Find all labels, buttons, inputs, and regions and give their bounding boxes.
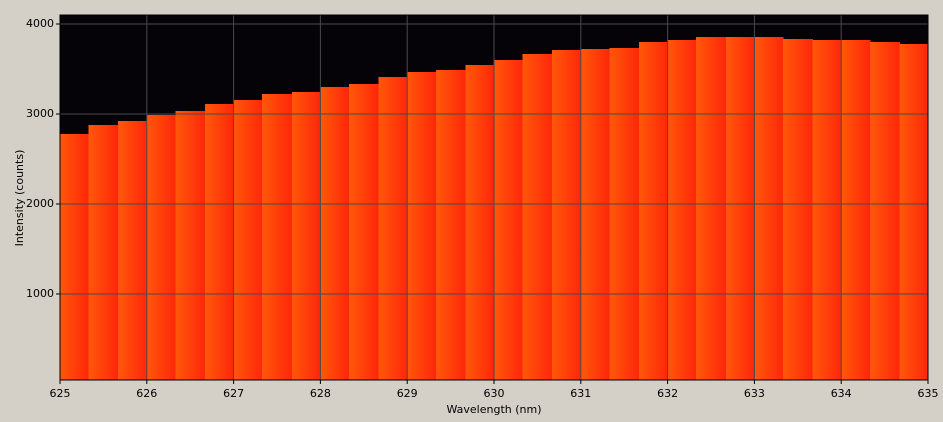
y-axis-label: Intensity (counts)	[13, 150, 26, 247]
x-tick-label: 628	[310, 387, 331, 400]
bar	[869, 41, 900, 380]
x-tick-label: 630	[484, 387, 505, 400]
x-tick-label: 627	[223, 387, 244, 400]
x-tick-label: 633	[744, 387, 765, 400]
bar	[667, 40, 697, 380]
x-tick-label: 626	[136, 387, 157, 400]
bar	[407, 71, 437, 381]
bar	[349, 84, 380, 381]
bar	[378, 77, 408, 380]
x-tick-label: 634	[831, 387, 852, 400]
bar	[580, 49, 610, 381]
bar	[291, 92, 321, 380]
x-tick-label: 629	[397, 387, 418, 400]
bar	[725, 36, 755, 381]
bar	[320, 86, 350, 380]
y-tick-label: 2000	[26, 197, 54, 210]
y-tick-label: 4000	[26, 17, 54, 30]
bar	[60, 133, 90, 380]
bar	[88, 124, 119, 380]
bar	[262, 94, 293, 380]
x-axis-label: Wavelength (nm)	[446, 403, 541, 416]
x-tick-label: 635	[918, 387, 939, 400]
x-tick-label: 631	[570, 387, 591, 400]
bar	[204, 104, 235, 380]
bar	[233, 99, 263, 381]
bar	[841, 40, 871, 380]
bar	[435, 69, 466, 380]
x-tick-label: 632	[657, 387, 678, 400]
y-tick-label: 1000	[26, 287, 54, 300]
bar	[465, 65, 495, 380]
bar	[696, 36, 727, 381]
bar	[609, 48, 640, 381]
bar	[522, 53, 553, 380]
bar	[812, 40, 842, 380]
bar	[175, 111, 206, 381]
bar	[494, 59, 524, 381]
bar	[899, 43, 929, 380]
bar	[552, 50, 582, 380]
x-tick-label: 625	[50, 387, 71, 400]
bar	[783, 39, 814, 380]
plot-frame	[59, 14, 929, 381]
bar	[754, 36, 784, 381]
bar	[638, 41, 669, 380]
bar	[146, 114, 176, 381]
y-tick-label: 3000	[26, 107, 54, 120]
bar	[118, 121, 148, 380]
